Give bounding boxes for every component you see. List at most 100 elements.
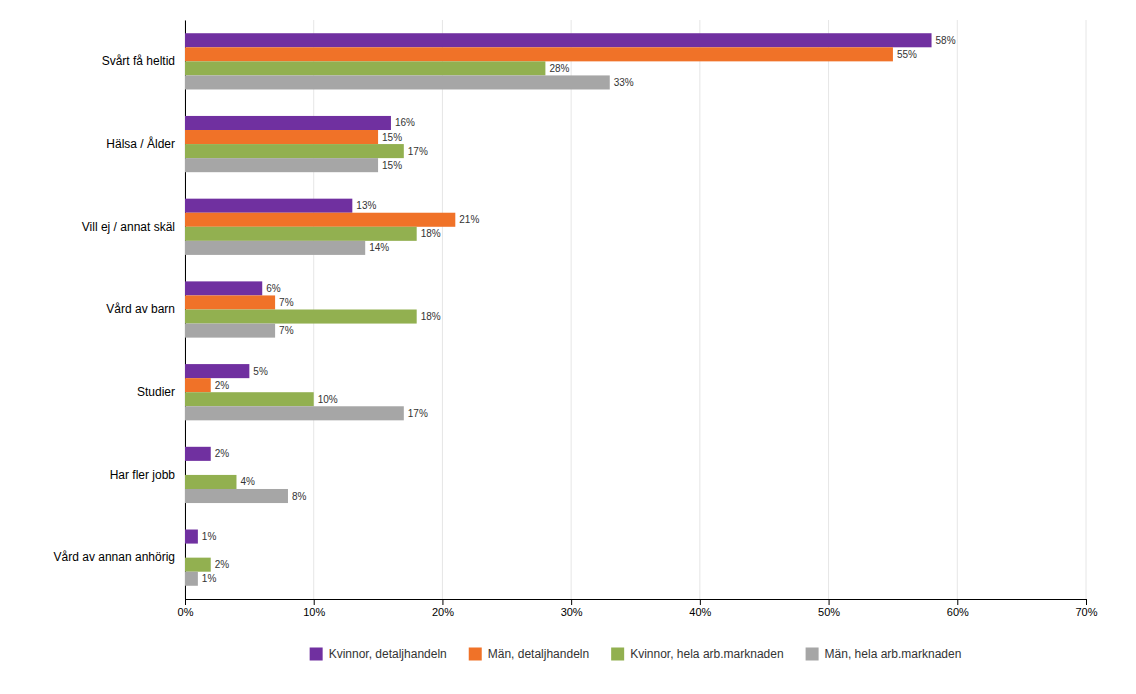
data-label: 18% (421, 228, 441, 239)
y-tick: Studier (137, 385, 185, 399)
x-tick-label: 40% (689, 606, 711, 618)
x-tick-mark (1086, 599, 1087, 605)
y-tick-label: Vård av barn (106, 302, 175, 316)
x-tick: 20% (432, 599, 454, 618)
bar (185, 295, 275, 309)
bar (185, 281, 262, 295)
bar (185, 213, 455, 227)
series (185, 61, 545, 571)
x-tick-label: 30% (561, 606, 583, 618)
x-tick-label: 60% (947, 606, 969, 618)
data-label: 7% (279, 325, 294, 336)
x-tick-label: 0% (178, 606, 194, 618)
data-label: 14% (369, 242, 389, 253)
bar (185, 392, 314, 406)
x-tick-mark (185, 599, 186, 605)
bar (185, 475, 236, 489)
grid-line (442, 20, 443, 599)
x-tick-mark (571, 599, 572, 605)
x-tick: 30% (561, 599, 583, 618)
series (185, 75, 610, 585)
bar (185, 130, 378, 144)
data-label: 4% (240, 476, 255, 487)
data-label: 18% (421, 311, 441, 322)
bars (185, 33, 932, 586)
data-label: 58% (936, 35, 956, 46)
chart: 0% 10% 20% 30% 40% 50% 60% 70% Svårt få heltid Hä… (0, 0, 1136, 694)
data-label: 17% (408, 408, 428, 419)
bar (185, 144, 404, 158)
x-tick: 0% (178, 599, 194, 618)
x-tick-mark (957, 599, 958, 605)
data-label: 1% (202, 531, 217, 542)
x-tick-mark (829, 599, 830, 605)
data-label: 28% (549, 63, 569, 74)
x-tick: 70% (1075, 599, 1097, 618)
y-tick-label: Har fler jobb (110, 468, 176, 482)
x-tick-mark (700, 599, 701, 605)
data-label: 21% (459, 214, 479, 225)
data-labels: 58%16%13%6%5%2%1%55%15%21%7%2%28%17%18%1… (202, 35, 956, 584)
grid-line (1086, 20, 1087, 599)
x-axis: 0%10%20%30%40%50%60%70% (178, 599, 1098, 618)
y-tick: Vård av barn (106, 302, 185, 316)
legend-swatch (806, 648, 819, 661)
series (185, 33, 932, 543)
data-label: 17% (408, 146, 428, 157)
y-tick-label: Hälsa / Ålder (106, 136, 175, 151)
bar (185, 489, 288, 503)
data-label: 7% (279, 297, 294, 308)
x-tick-label: 20% (432, 606, 454, 618)
y-tick: Har fler jobb (110, 468, 185, 482)
data-label: 13% (356, 200, 376, 211)
data-label: 15% (382, 160, 402, 171)
bar (185, 158, 378, 172)
bar (185, 558, 211, 572)
bar (185, 47, 893, 61)
bar (185, 572, 198, 586)
series (185, 47, 893, 392)
legend-swatch (310, 648, 323, 661)
bar (185, 461, 186, 475)
legend: Kvinnor, detaljhandeln Män, detaljhandeln… (310, 647, 962, 661)
legend-label: Kvinnor, detaljhandeln (329, 647, 447, 661)
y-tick: Vill ej / annat skäl (82, 220, 185, 234)
data-label: 6% (266, 283, 281, 294)
x-tick-label: 70% (1075, 606, 1097, 618)
data-label: 15% (382, 132, 402, 143)
data-label: 2% (215, 380, 230, 391)
legend-label: Män, hela arb.marknaden (825, 647, 962, 661)
bar (185, 378, 211, 392)
legend-label: Kvinnor, hela arb.marknaden (630, 647, 783, 661)
bar (185, 447, 211, 461)
legend-item: Män, detaljhandeln (469, 647, 589, 661)
legend-item: Kvinnor, hela arb.marknaden (611, 647, 783, 661)
legend-swatch (469, 648, 482, 661)
y-tick-label: Studier (137, 385, 175, 399)
data-label: 10% (318, 394, 338, 405)
y-tick: Vård av annan anhörig (54, 550, 185, 564)
x-tick: 50% (818, 599, 840, 618)
bar (185, 199, 352, 213)
x-tick: 40% (689, 599, 711, 618)
x-tick-label: 50% (818, 606, 840, 618)
bar (185, 75, 610, 89)
legend-item: Män, hela arb.marknaden (806, 647, 962, 661)
data-label: 2% (215, 559, 230, 570)
legend-label: Män, detaljhandeln (488, 647, 589, 661)
y-tick-label: Svårt få heltid (102, 54, 175, 68)
bar (185, 33, 932, 47)
bar (185, 310, 417, 324)
data-label: 33% (614, 77, 634, 88)
bar (185, 116, 391, 130)
data-label: 1% (202, 573, 217, 584)
x-tick-mark (442, 599, 443, 605)
y-tick-label: Vård av annan anhörig (54, 550, 175, 564)
bar (185, 324, 275, 338)
x-axis-line (186, 600, 1087, 606)
plot: 0% 10% 20% 30% 40% 50% 60% 70% Svårt få heltid Hä… (54, 20, 1098, 618)
grid-line (699, 20, 700, 599)
bar (185, 544, 186, 558)
grid-line (571, 20, 572, 599)
bar (185, 61, 545, 75)
